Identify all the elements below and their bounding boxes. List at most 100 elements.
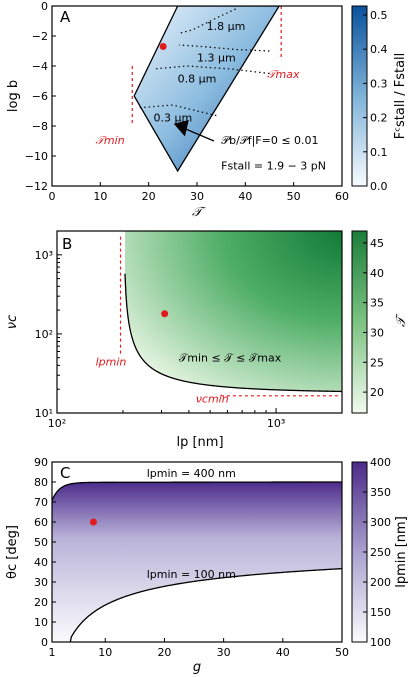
contour-label: 0.8 μm: [178, 73, 217, 86]
y-tick-label: 10: [34, 616, 48, 629]
colorbar-tick-label: 0.1: [370, 146, 388, 159]
x-tick-label: 50: [335, 646, 349, 659]
y-tick-label: 0: [41, 636, 48, 649]
y-tick-label: 10²: [35, 328, 53, 341]
plot-frame: [56, 230, 343, 414]
x-tick-label: 30: [190, 190, 204, 203]
colorbar-tick-label: 300: [370, 516, 391, 529]
x-tick-label: 60: [335, 190, 349, 203]
contour-line: [153, 65, 270, 75]
y-axis-label: νc: [5, 315, 20, 329]
colorbar-tick-label: 150: [370, 606, 391, 619]
lower-boundary-curve: [69, 568, 342, 642]
colorbar-label: 𝒯: [394, 313, 409, 327]
y-tick-label: 0: [41, 0, 48, 13]
colorbar-ticks: 100 150 200 250 300 350 400: [363, 456, 391, 649]
panel-a: 1.8 μm 1.3 μm 0.8 μm 0.3 μm 𝒯min 𝒯max 𝒫b/𝒫f…: [6, 0, 408, 220]
region-label: 𝒯min ≤ 𝒯 ≤ 𝒯max: [179, 351, 282, 364]
y-tick-label: 90: [34, 456, 48, 469]
x-tick-label: 20: [157, 646, 171, 659]
x-ticks: 0 10 20 30 40 50 60: [49, 182, 349, 203]
y-tick-label: 70: [34, 496, 48, 509]
x-tick-label: 10: [98, 646, 112, 659]
y-axis-label: log b: [6, 80, 21, 112]
y-tick-label: −12: [25, 180, 48, 193]
colorbar-tick-label: 400: [370, 456, 391, 469]
feasible-region: [124, 231, 342, 392]
colorbar-tick-label: 25: [370, 356, 384, 369]
colorbar-tick-label: 100: [370, 636, 391, 649]
y-tick-label: 20: [34, 596, 48, 609]
lp-min-label: lpmin: [96, 355, 127, 368]
marker-point: [89, 518, 97, 526]
y-tick-label: −10: [25, 150, 48, 163]
colorbar-tick-label: 0.0: [370, 180, 388, 193]
y-tick-label: 80: [34, 476, 48, 489]
upper-curve-label: lpmin = 400 nm: [147, 467, 236, 480]
x-tick-label: 40: [276, 646, 290, 659]
colorbar-tick-label: 250: [370, 546, 391, 559]
colorbar-tick-label: 0.5: [370, 9, 388, 22]
y-ticks: 0 −2 −4 −6 −8 −10 −12: [25, 0, 56, 193]
colorbar-tick-label: 40: [370, 267, 384, 280]
y-tick-label: 10³: [35, 249, 53, 262]
colorbar-tick-label: 30: [370, 326, 384, 339]
colorbar-ticks: 20 25 30 35 40 45: [363, 237, 384, 399]
colorbar-tick-label: 0.2: [370, 112, 388, 125]
colorbar-tick-label: 45: [370, 237, 384, 250]
contour-line: [179, 44, 270, 52]
y-tick-label: −2: [32, 30, 48, 43]
feasible-region: [133, 6, 280, 173]
colorbar-tick-label: 20: [370, 386, 384, 399]
panel-label-b: B: [62, 235, 72, 253]
y-tick-label: −4: [32, 60, 48, 73]
contour-labels: 1.8 μm 1.3 μm 0.8 μm 0.3 μm: [153, 20, 245, 125]
colorbar-tick-label: 350: [370, 486, 391, 499]
colorbar-tick-label: 200: [370, 576, 391, 589]
colorbar-ticks: 0.0 0.1 0.2 0.3 0.4 0.5: [363, 9, 388, 193]
y-tick-label: −8: [32, 120, 48, 133]
x-tick-label: 0: [49, 190, 56, 203]
t-max-label: 𝒯max: [267, 68, 300, 81]
colorbar: [351, 5, 368, 187]
region-boundary: [124, 273, 342, 393]
marker-point: [159, 43, 167, 50]
x-ticks: 10² 10³: [48, 408, 343, 430]
contour-lines: [136, 8, 270, 117]
colorbar-tick-label: 35: [370, 297, 384, 310]
annotation-arrowhead: [173, 120, 189, 137]
feasible-region: [52, 482, 342, 642]
x-axis-label: g: [193, 660, 201, 675]
contour-label: 1.8 μm: [207, 20, 246, 33]
panel-label-a: A: [60, 8, 71, 26]
panel-b: lpmin νcmin 𝒯min ≤ 𝒯 ≤ 𝒯max 10² 10³ 10¹10…: [5, 230, 409, 450]
colorbar-label: Fᶜstall / Fstall: [393, 53, 408, 140]
y-tick-label: 60: [34, 516, 48, 529]
x-tick-label: 10³: [267, 417, 285, 430]
x-tick-label: 40: [238, 190, 252, 203]
contour-line: [179, 8, 236, 34]
y-tick-label: 40: [34, 556, 48, 569]
colorbar: [351, 230, 368, 414]
x-tick-label: 20: [142, 190, 156, 203]
y-axis-label: θc [deg]: [5, 525, 20, 579]
annotation-line-2: Fstall = 1.9 − 3 pN: [221, 160, 326, 173]
x-tick-label: 50: [287, 190, 301, 203]
lower-curve-label: lpmin = 100 nm: [147, 568, 236, 581]
contour-line: [136, 104, 217, 117]
y-tick-label: 30: [34, 576, 48, 589]
contour-label: 1.3 μm: [197, 52, 236, 65]
nuc-min-label: νcmin: [196, 393, 229, 406]
colorbar-tick-label: 0.4: [370, 43, 388, 56]
plot-frame: [51, 461, 343, 643]
x-tick-label: 1: [49, 646, 56, 659]
panel-label-c: C: [60, 464, 70, 482]
y-tick-label: −6: [32, 90, 48, 103]
t-min-label: 𝒯min: [96, 134, 125, 147]
annotation-line-1: 𝒫b/𝒫f|F=0 ≤ 0.01: [221, 134, 318, 147]
x-ticks: 1 10 20 30 40 50: [49, 638, 349, 659]
colorbar-label: lpmin [nm]: [394, 516, 409, 588]
panel-c: lpmin = 400 nm lpmin = 100 nm 1 10 20 30 40 5…: [5, 456, 409, 675]
y-tick-label: 10¹: [35, 407, 53, 420]
